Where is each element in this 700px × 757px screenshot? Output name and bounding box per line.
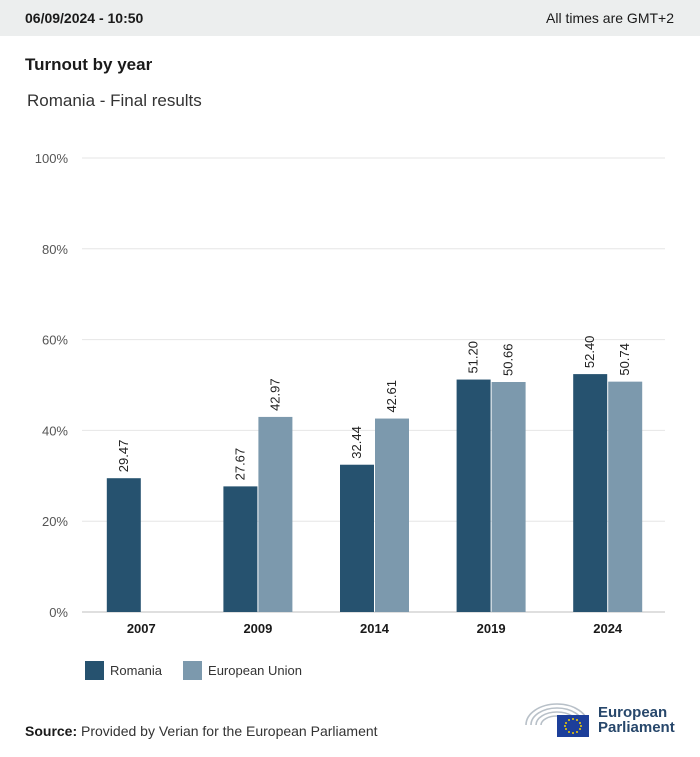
legend-label-romania: Romania [110,663,163,678]
european-parliament-logo: European Parliament [524,701,675,739]
data-label: 51.20 [466,341,481,374]
y-tick-label: 20% [42,514,68,529]
legend-swatch-romania [85,661,104,680]
bar-eu [375,418,409,612]
data-label: 42.61 [384,380,399,413]
logo-text: European Parliament [598,705,675,735]
y-tick-label: 60% [42,333,68,348]
data-label: 50.74 [617,343,632,376]
x-tick-label: 2019 [477,621,506,636]
top-bar: 06/09/2024 - 10:50 All times are GMT+2 [0,0,700,36]
turnout-bar-chart: 0% 20% 40% 60% 80% 100% 29.47 2007 27.67 42.97 200… [35,151,665,636]
x-tick-label: 2009 [243,621,272,636]
y-tick-label: 40% [42,423,68,438]
parliament-hemicycle-icon [525,703,589,737]
data-label: 32.44 [349,426,364,459]
bar-romania [573,374,608,612]
chart-legend: Romania European Union [85,661,323,680]
source-note: Source: Provided by Verian for the Europ… [25,723,378,739]
chart-title: Turnout by year [25,55,153,74]
data-label: 29.47 [116,440,131,473]
legend-item-eu[interactable]: European Union [183,661,302,680]
bar-romania [340,464,374,612]
y-tick-label: 80% [42,242,68,257]
logo-line-1: European [598,704,668,721]
source-text: Provided by Verian for the European Parl… [81,723,378,739]
data-label: 52.40 [582,336,597,369]
x-tick-label: 2007 [127,621,156,636]
y-tick-label: 0% [49,605,68,620]
data-label: 27.67 [232,448,247,481]
timezone-note: All times are GMT+2 [546,10,674,26]
logo-line-2: Parliament [598,719,675,736]
data-label: 42.97 [267,378,282,411]
y-tick-label: 100% [35,151,69,166]
data-label: 50.66 [501,343,516,376]
bar-eu [491,382,526,612]
x-tick-label: 2014 [360,621,390,636]
bar-eu [258,416,293,612]
x-tick-label: 2024 [593,621,623,636]
chart-subtitle: Romania - Final results [27,91,202,110]
bar-romania [223,486,258,612]
timestamp: 06/09/2024 - 10:50 [25,10,144,26]
bar-eu [608,381,643,612]
legend-label-eu: European Union [208,663,302,678]
legend-item-romania[interactable]: Romania [85,661,162,680]
legend-swatch-eu [183,661,203,680]
bar-romania [106,478,141,612]
source-label: Source: [25,723,78,739]
bar-romania [456,379,491,612]
